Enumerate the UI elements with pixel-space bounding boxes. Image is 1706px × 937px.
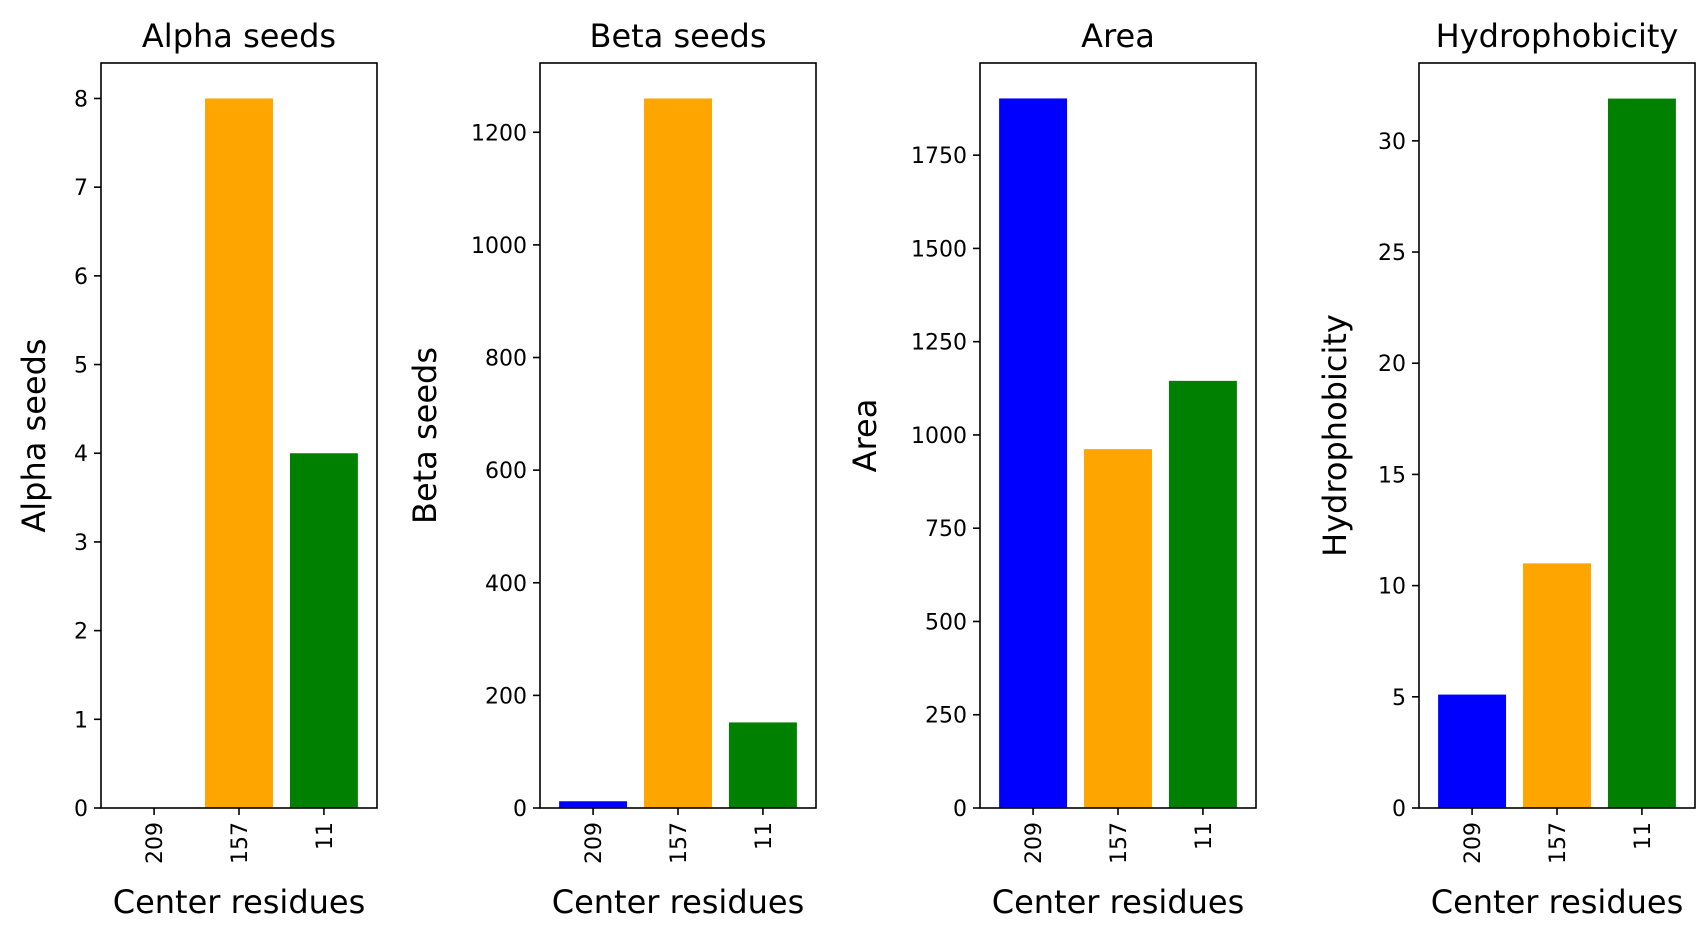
bar-11 (1607, 98, 1676, 808)
y-tick-label: 15 (1378, 463, 1406, 488)
y-tick-label: 2 (74, 620, 88, 645)
x-axis-label: Center residues (552, 883, 805, 921)
x-axis-label: Center residues (992, 883, 1245, 921)
y-tick-label: 6 (74, 265, 88, 290)
x-tick-label: 157 (228, 822, 253, 864)
y-tick-label: 4 (74, 442, 88, 467)
x-tick-label: 11 (1192, 822, 1217, 850)
bar-209 (559, 801, 628, 808)
y-tick-label: 0 (953, 797, 967, 822)
y-axis-label: Alpha seeds (15, 338, 53, 532)
y-tick-label: 0 (1392, 797, 1406, 822)
y-tick-label: 8 (74, 87, 88, 112)
axes-frame (100, 62, 378, 809)
chart-title: Alpha seeds (142, 17, 336, 55)
y-axis-label: Area (846, 399, 884, 473)
y-tick-label: 5 (74, 354, 88, 379)
axes-frame (539, 62, 817, 809)
axes-frame (1418, 62, 1696, 809)
y-tick-label: 1750 (911, 144, 967, 169)
y-tick-label: 600 (485, 459, 527, 484)
chart-title: Hydrophobicity (1436, 17, 1679, 55)
bar-157 (205, 98, 273, 809)
chart-panel-1: 209 157 11 0 1 2 3 4 5 6 7 8 Alpha seeds Center resid… (15, 17, 378, 921)
x-tick-label: 11 (313, 822, 338, 850)
x-tick-label: 157 (1546, 822, 1571, 864)
y-tick-label: 20 (1378, 352, 1406, 377)
y-tick-label: 1500 (911, 237, 967, 262)
y-tick-label: 1000 (911, 424, 967, 449)
y-tick-label: 250 (925, 704, 967, 729)
y-tick-label: 200 (485, 684, 527, 709)
bar-157 (644, 98, 712, 809)
x-tick-label: 209 (582, 822, 607, 864)
x-axis-label: Center residues (1431, 883, 1684, 921)
x-tick-label: 157 (1107, 822, 1132, 864)
chart-panel-4: 209 157 11 0 5 10 15 20 25 30 Hydrophobicity Center… (1316, 17, 1696, 921)
y-tick-label: 3 (74, 531, 88, 556)
y-tick-label: 10 (1378, 575, 1406, 600)
y-tick-label: 400 (485, 572, 527, 597)
y-tick-label: 1 (74, 708, 88, 733)
bar-209 (1438, 694, 1507, 808)
x-tick-label: 157 (667, 822, 692, 864)
x-tick-label: 209 (1022, 822, 1047, 864)
y-tick-label: 30 (1378, 130, 1406, 155)
y-tick-label: 500 (925, 610, 967, 635)
bar-157 (1523, 563, 1591, 808)
axes-frame (979, 62, 1257, 809)
bar-157 (1084, 449, 1152, 808)
x-axis-label: Center residues (113, 883, 366, 921)
bar-209 (999, 98, 1068, 808)
y-axis-label: Hydrophobicity (1316, 314, 1354, 557)
x-tick-label: 209 (1461, 822, 1486, 864)
bar-11 (289, 453, 358, 808)
y-tick-label: 800 (485, 347, 527, 372)
y-tick-label: 1200 (471, 121, 527, 146)
chart-panel-2: 209 157 11 0 200 400 600 800 1000 1200 Beta seeds C… (406, 17, 817, 921)
bar-11 (728, 722, 797, 808)
y-tick-label: 0 (74, 797, 88, 822)
y-tick-label: 1000 (471, 234, 527, 259)
chart-title: Area (1081, 17, 1155, 55)
x-tick-label: 209 (143, 822, 168, 864)
y-tick-label: 750 (925, 517, 967, 542)
y-tick-label: 1250 (911, 331, 967, 356)
x-tick-label: 11 (752, 822, 777, 850)
chart-panel-3: 209 157 11 0 250 500 750 1000 1250 1500 1750 Area Ce… (846, 17, 1257, 921)
bar-11 (1168, 380, 1237, 808)
y-tick-label: 7 (74, 176, 88, 201)
x-tick-label: 11 (1631, 822, 1656, 850)
y-tick-label: 5 (1392, 686, 1406, 711)
y-tick-label: 25 (1378, 241, 1406, 266)
chart-title: Beta seeds (590, 17, 767, 55)
y-axis-label: Beta seeds (406, 347, 444, 524)
y-tick-label: 0 (513, 797, 527, 822)
